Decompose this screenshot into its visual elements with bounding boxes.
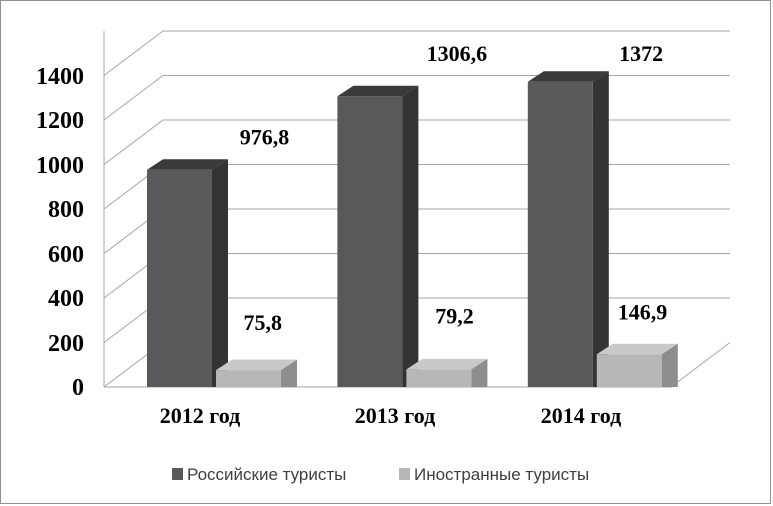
svg-text:2014 год: 2014 год — [541, 403, 621, 428]
svg-text:1400: 1400 — [36, 64, 84, 90]
svg-text:146,9: 146,9 — [618, 300, 668, 325]
svg-text:200: 200 — [48, 331, 84, 357]
svg-text:976,8: 976,8 — [240, 124, 290, 149]
svg-text:1372: 1372 — [619, 41, 663, 66]
svg-text:75,8: 75,8 — [244, 310, 283, 335]
svg-text:Иностранные туристы: Иностранные туристы — [414, 465, 589, 484]
svg-text:Российские туристы: Российские туристы — [187, 465, 346, 484]
svg-text:600: 600 — [48, 242, 84, 268]
svg-text:1306,6: 1306,6 — [427, 41, 488, 66]
svg-text:2012 год: 2012 год — [160, 403, 240, 428]
svg-text:800: 800 — [48, 197, 84, 223]
svg-text:1200: 1200 — [36, 108, 84, 134]
svg-text:79,2: 79,2 — [435, 304, 474, 329]
svg-text:1000: 1000 — [36, 153, 84, 179]
svg-text:400: 400 — [48, 286, 84, 312]
svg-text:2013 год: 2013 год — [355, 403, 435, 428]
svg-text:0: 0 — [72, 375, 84, 401]
